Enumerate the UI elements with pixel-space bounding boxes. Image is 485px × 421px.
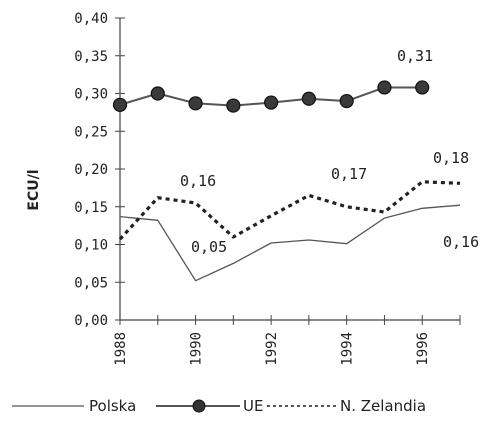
data-label-ue-1996: 0,31 [397, 47, 433, 65]
y-tick-label: 0,10 [74, 238, 108, 254]
data-labels: 0,31 0,16 0,17 0,18 0,05 0,16 [180, 47, 479, 256]
legend-label-polska: Polska [89, 397, 136, 415]
y-tick-label: 0,40 [74, 11, 108, 27]
series-line-polska [119, 204, 461, 282]
x-tick-label: 1988 [113, 332, 129, 366]
chart-axes [115, 17, 461, 325]
y-tick-label: 0,25 [74, 124, 108, 140]
y-tick-labels: 0,00 0,05 0,10 0,15 0,20 0,25 0,30 0,35 0,40 [74, 11, 108, 329]
legend: Polska UE N. Zelandia [12, 397, 426, 415]
data-point-ue-1992 [264, 95, 279, 110]
x-tick-labels: 1988 1990 1992 1994 1996 [113, 332, 431, 366]
data-label-pl-1990: 0,05 [191, 238, 227, 256]
x-tick-label: 1990 [189, 332, 205, 366]
series-layer [112, 80, 461, 282]
data-point-ue-1996 [415, 80, 430, 95]
y-tick-label: 0,35 [74, 49, 108, 65]
data-point-ue-1994 [339, 93, 354, 109]
x-tick-label: 1996 [415, 332, 431, 366]
data-point-ue-1991 [226, 98, 241, 113]
data-label-nz-1997: 0,18 [433, 149, 469, 167]
legend-label-ue: UE [243, 397, 263, 415]
y-tick-label: 0,00 [74, 313, 108, 329]
y-tick-label: 0,30 [74, 87, 108, 103]
series-line-n-zelandia [118, 180, 461, 241]
data-point-ue-1995 [377, 80, 392, 95]
legend-label-nz: N. Zelandia [340, 397, 426, 415]
data-point-ue-1990 [188, 96, 203, 111]
x-tick-label: 1992 [264, 332, 280, 366]
data-label-nz-1993: 0,17 [331, 165, 367, 183]
data-point-ue-1993 [301, 91, 316, 106]
x-tick-label: 1994 [340, 332, 356, 366]
y-tick-label: 0,05 [74, 275, 108, 291]
data-label-nz-1990: 0,16 [180, 172, 216, 190]
y-axis-label: ECU/l [26, 169, 42, 210]
y-tick-label: 0,20 [74, 162, 108, 178]
data-point-ue-1989 [150, 86, 165, 101]
data-point-ue-1988 [112, 97, 128, 112]
legend-marker-ue [192, 399, 206, 413]
y-tick-label: 0,15 [74, 200, 108, 216]
data-label-pl-1997: 0,16 [443, 233, 479, 251]
